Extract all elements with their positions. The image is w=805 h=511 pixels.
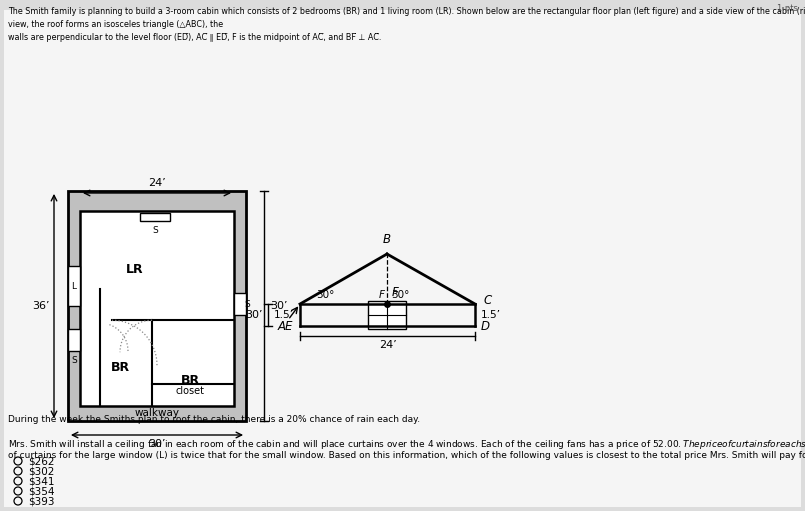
Text: F  30°: F 30° — [0, 510, 1, 511]
Bar — [68, 191, 246, 421]
Text: 1.5’: 1.5’ — [274, 310, 294, 320]
Text: S: S — [244, 299, 250, 309]
Text: 36’: 36’ — [32, 301, 50, 311]
Bar — [140, 213, 170, 221]
Bar — [234, 293, 246, 315]
Text: $302: $302 — [28, 466, 55, 476]
Bar — [68, 329, 80, 351]
Text: 30’: 30’ — [270, 301, 287, 311]
Text: 1.5’: 1.5’ — [481, 310, 501, 320]
Text: 24’: 24’ — [378, 340, 396, 350]
Text: S: S — [71, 356, 76, 365]
Text: E: E — [285, 319, 292, 333]
Text: F: F — [392, 286, 398, 299]
Text: Mrs. Smith will install a ceiling fan in each room of the cabin and will place c: Mrs. Smith will install a ceiling fan in… — [8, 438, 805, 451]
Text: The Smith family is planning to build a 3-room cabin which consists of 2 bedroom: The Smith family is planning to build a … — [8, 7, 805, 16]
Text: 30’: 30’ — [246, 310, 263, 320]
Text: 30°: 30° — [0, 510, 1, 511]
Text: F: F — [379, 290, 385, 300]
Text: S: S — [152, 226, 158, 235]
Text: $262: $262 — [28, 456, 55, 466]
Text: A: A — [278, 319, 286, 333]
Bar — [368, 301, 406, 329]
Text: $354: $354 — [28, 486, 55, 496]
Bar — [80, 211, 234, 406]
Text: During the week the Smiths plan to roof the cabin, there is a 20% chance of rain: During the week the Smiths plan to roof … — [8, 415, 420, 424]
Text: 30°: 30° — [316, 290, 334, 300]
Text: of curtains for the large window (L) is twice that for the small window. Based o: of curtains for the large window (L) is … — [8, 451, 805, 460]
Text: view, the roof forms an isosceles triangle (△ABC), the: view, the roof forms an isosceles triang… — [8, 20, 223, 29]
Text: 30°: 30° — [391, 290, 410, 300]
Text: BR: BR — [110, 360, 130, 374]
Text: walls are perpendicular to the level floor (ED̅), AC̅ ∥ ED̅, F is the midpoint o: walls are perpendicular to the level flo… — [8, 33, 382, 42]
Text: B: B — [383, 233, 391, 246]
Text: walkway: walkway — [134, 408, 180, 418]
Text: closet: closet — [175, 386, 204, 396]
Bar — [68, 266, 80, 306]
Text: 24’: 24’ — [148, 178, 166, 188]
Text: LR: LR — [126, 263, 144, 276]
Text: $341: $341 — [28, 476, 55, 486]
Text: $393: $393 — [28, 496, 55, 506]
Text: D: D — [481, 319, 490, 333]
Text: BR: BR — [180, 374, 200, 387]
Text: 1 pts: 1 pts — [777, 4, 798, 13]
Text: L: L — [72, 282, 76, 290]
Text: 30’: 30’ — [148, 439, 166, 449]
Text: C: C — [483, 293, 491, 307]
